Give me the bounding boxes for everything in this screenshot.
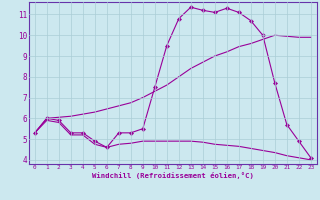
X-axis label: Windchill (Refroidissement éolien,°C): Windchill (Refroidissement éolien,°C) [92, 172, 254, 179]
